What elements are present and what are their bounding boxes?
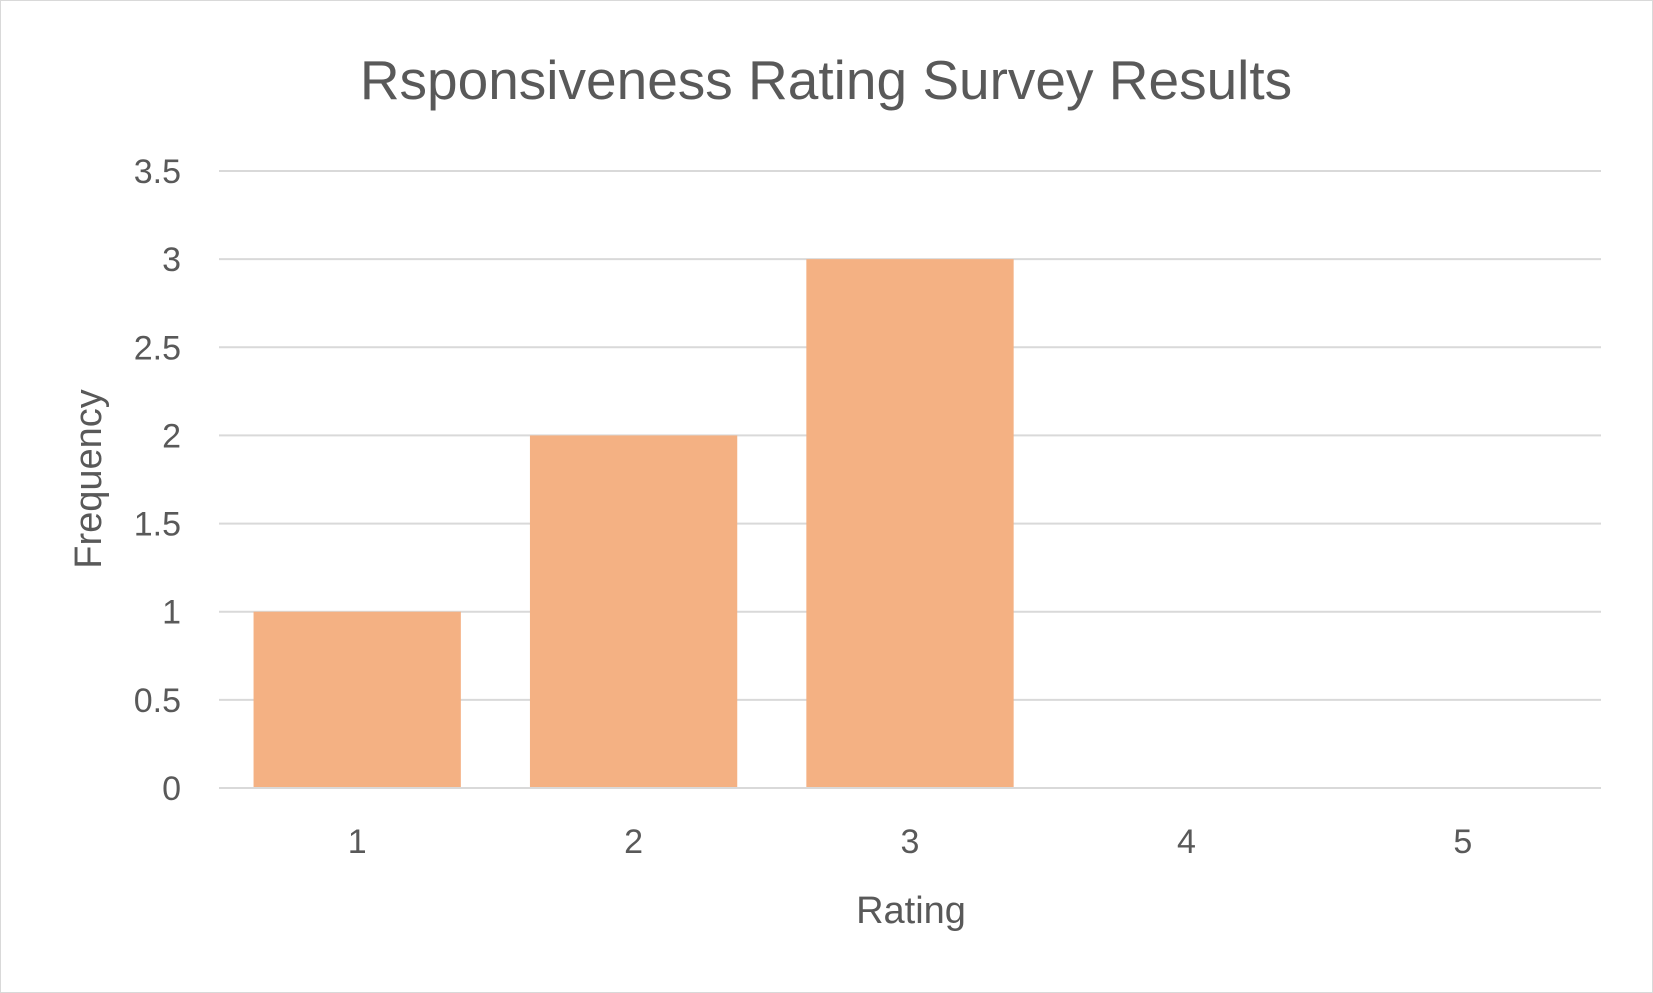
y-tick-label: 0 [162,770,181,808]
y-tick-label: 2.5 [134,329,181,367]
chart-title: Rsponsiveness Rating Survey Results [360,49,1292,111]
bar-rating-2 [529,435,738,788]
x-tick-label: 3 [901,823,920,861]
y-tick-label: 1 [162,594,181,632]
y-tick-label: 3 [162,241,181,279]
y-tick-label: 3.5 [134,153,181,191]
bar-rating-3 [806,259,1014,789]
y-tick-label: 1.5 [134,506,181,544]
y-axis-title: Frequency [68,389,110,569]
y-tick-labels: 0 0.5 1 1.5 2 2.5 3 3.5 [134,153,181,808]
x-axis-title: Rating [856,890,966,932]
x-tick-label: 5 [1453,823,1472,861]
bar-rating-1 [253,611,461,788]
bars [253,259,1014,789]
x-tick-labels: 1 2 3 4 5 [348,823,1473,861]
x-tick-label: 2 [624,823,643,861]
y-tick-label: 0.5 [134,682,181,720]
y-tick-label: 2 [162,417,181,455]
x-tick-label: 1 [348,823,367,861]
x-tick-label: 4 [1177,823,1196,861]
